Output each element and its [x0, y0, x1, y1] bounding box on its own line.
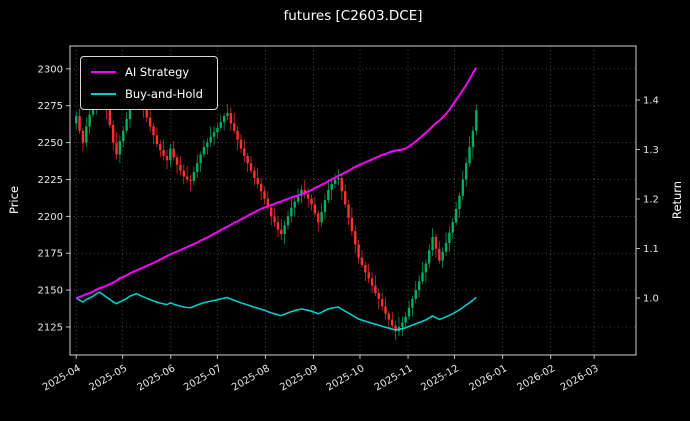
chart-title: futures [C2603.DCE]: [283, 8, 423, 24]
buy-and-hold-line: [75, 291, 477, 331]
x-tick-label: 2025-06: [136, 363, 178, 393]
y-tick-label-left: 2225: [38, 175, 63, 186]
x-tick-label: 2025-07: [182, 363, 224, 393]
y-axis-ticks-right: 1.0 1.1 1.2 1.3 1.4: [636, 95, 659, 305]
legend-label-ai-strategy: AI Strategy: [125, 65, 190, 79]
plot-border: [69, 45, 637, 356]
y-tick-label-left: 2150: [38, 286, 63, 297]
y-tick-label-left: 2250: [38, 138, 63, 149]
y-tick-label-left: 2200: [38, 212, 63, 223]
x-tick-label: 2025-11: [373, 363, 415, 393]
legend-item-ai-strategy: AI Strategy: [91, 65, 203, 79]
legend: AI Strategy Buy-and-Hold: [80, 56, 218, 110]
x-tick-label: 2025-09: [278, 363, 320, 393]
y-tick-label-right: 1.1: [643, 244, 659, 255]
x-axis-ticks: 2025-04 2025-05 2025-06 2025-07 2025-08 2025-…: [41, 355, 601, 393]
legend-item-buy-and-hold: Buy-and-Hold: [91, 87, 203, 101]
x-tick-label: 2025-08: [230, 363, 272, 393]
x-tick-label: 2025-04: [41, 363, 83, 393]
y-tick-label-right: 1.3: [643, 145, 659, 156]
y-tick-label-left: 2300: [38, 64, 63, 75]
y-axis-ticks-left: 2125 2150 2175 2200 2225 2250 2275 2300: [38, 64, 70, 333]
ai-strategy-line-swatch: [91, 71, 116, 73]
x-tick-label: 2025-05: [88, 363, 130, 393]
x-tick-label: 2025-12: [419, 363, 461, 393]
x-tick-label: 2025-10: [325, 363, 367, 393]
y-tick-label-right: 1.2: [643, 195, 659, 206]
y-tick-label-left: 2175: [38, 249, 63, 260]
x-tick-label: 2026-02: [516, 363, 558, 393]
legend-label-buy-and-hold: Buy-and-Hold: [125, 87, 203, 101]
y-tick-label-left: 2125: [38, 322, 63, 333]
x-tick-label: 2026-01: [467, 363, 509, 393]
ai-strategy-line: [75, 67, 478, 300]
buy-and-hold-line-swatch: [91, 93, 116, 95]
y-tick-label-right: 1.4: [643, 95, 659, 106]
y-tick-label-right: 1.0: [643, 294, 659, 305]
y-tick-label-left: 2275: [38, 101, 63, 112]
x-tick-label: 2026-03: [559, 363, 601, 393]
